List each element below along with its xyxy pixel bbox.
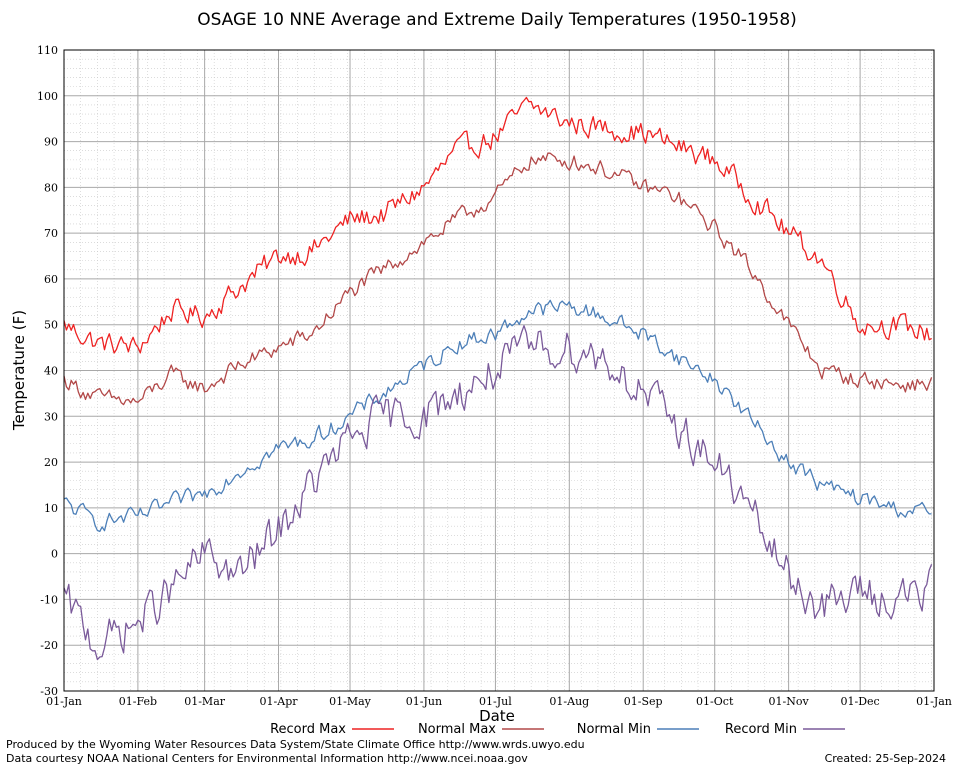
x-axis-ticks: 01-Jan 01-Feb 01-Mar 01-Apr 01-May 01-Jun 01-J… [46,695,952,708]
y-tick-label: 10 [44,502,58,515]
x-axis-label: Date [479,707,515,725]
y-tick-label: -10 [40,593,58,606]
legend-label-normal-max: Normal Max [418,722,496,737]
series-line-normal-max [63,152,933,406]
x-tick-label: 01-Jan [916,695,952,708]
y-axis-ticks: -30 -20 -10 0 10 20 30 40 50 60 70 80 90 100 110 [37,44,58,698]
x-tick-label: 01-May [329,695,372,708]
x-tick-label: 01-Nov [769,695,810,708]
plot-area [63,49,935,692]
y-tick-label: 50 [44,319,58,332]
x-tick-label: 01-Oct [696,695,734,708]
legend-label-record-max: Record Max [270,722,346,737]
chart-title: OSAGE 10 NNE Average and Extreme Daily T… [197,10,797,30]
x-tick-label: 01-Jun [406,695,442,708]
x-tick-label: 01-Sep [624,695,663,708]
series-line-record-max [63,96,932,354]
x-tick-label: 01-Feb [119,695,157,708]
y-tick-label: 70 [44,227,58,240]
y-tick-label: 40 [44,365,58,378]
x-tick-label: 01-Dec [841,695,880,708]
legend-label-record-min: Record Min [725,722,797,737]
series-line-normal-min [63,299,932,533]
series-line-record-min [63,325,933,661]
y-tick-label: 90 [44,136,58,149]
y-tick-label: 100 [37,90,58,103]
y-tick-label: -30 [40,685,58,698]
y-axis-label: Temperature (F) [10,310,28,431]
legend: Record Max Normal Max Normal Min Record Min [270,722,845,737]
series-lines [63,96,933,661]
y-tick-label: 60 [44,273,58,286]
footer-created: Created: 25-Sep-2024 [825,752,946,765]
y-tick-label: 30 [44,410,58,423]
x-tick-label: 01-Jan [46,695,82,708]
footer-courtesy: Data courtesy NOAA National Centers for … [6,752,528,765]
y-tick-label: 110 [37,44,58,57]
y-tick-label: -20 [40,639,58,652]
x-tick-label: 01-Apr [260,695,299,708]
y-tick-label: 20 [44,456,58,469]
x-tick-label: 01-Mar [184,695,226,708]
y-tick-label: 80 [44,181,58,194]
y-tick-label: 0 [51,548,58,561]
minor-grid [63,50,934,691]
x-tick-label: 01-Aug [549,695,589,708]
plot-frame [63,49,935,692]
legend-label-normal-min: Normal Min [577,722,651,737]
footer-produced-by: Produced by the Wyoming Water Resources … [6,738,585,751]
x-tick-label: 01-Jul [479,695,512,708]
